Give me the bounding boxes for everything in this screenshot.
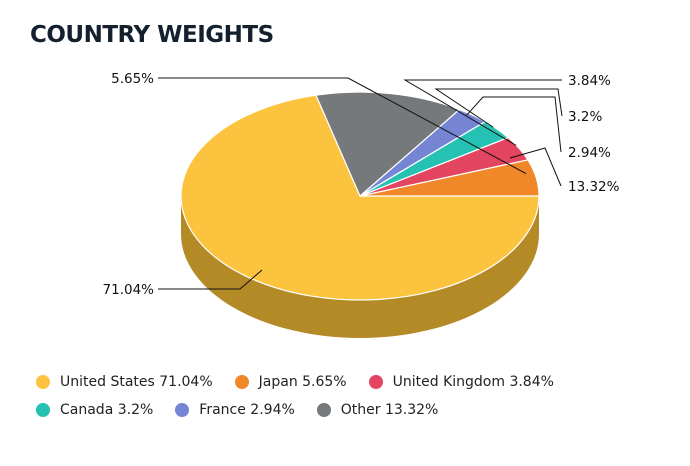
legend-marker-icon (175, 403, 190, 417)
legend-item-other[interactable]: Other 13.32% (316, 402, 439, 418)
data-label-united-kingdom: 3.84% (568, 73, 611, 89)
legend-label: France 2.94% (199, 402, 295, 418)
leader-line-japan (158, 77, 527, 175)
legend-item-canada[interactable]: Canada 3.2% (36, 402, 153, 418)
legend-item-france[interactable]: France 2.94% (175, 402, 295, 418)
legend-marker-icon (234, 375, 249, 389)
leader-line-other (509, 147, 562, 187)
legend-label: United Kingdom 3.84% (392, 374, 554, 390)
data-label-canada: 3.2% (568, 109, 602, 125)
chart-title: COUNTRY WEIGHTS (30, 22, 274, 48)
data-label-united-states: 71.04% (103, 282, 155, 298)
pie-slice-united-states (180, 94, 540, 301)
legend-item-united-states[interactable]: United States 71.04% (36, 374, 213, 390)
leader-line-united-states (158, 269, 263, 290)
leader-line-canada (434, 88, 563, 128)
pie-chart: 71.04% 5.65% 3.84% 3.2% 2.94% 13.32% (103, 71, 620, 338)
chart-legend: United States 71.04% Japan 5.65% United Ki… (36, 374, 676, 418)
data-label-france: 2.94% (568, 145, 611, 161)
legend-label: Canada 3.2% (60, 402, 154, 418)
legend-marker-icon (316, 403, 331, 417)
legend-item-united-kingdom[interactable]: United Kingdom 3.84% (368, 374, 554, 390)
legend-marker-icon (368, 375, 383, 389)
legend-label: Japan 5.65% (258, 374, 347, 390)
legend-label: Other 13.32% (340, 402, 439, 418)
legend-item-japan[interactable]: Japan 5.65% (234, 374, 347, 390)
data-label-other: 13.32% (568, 179, 620, 195)
legend-marker-icon (36, 403, 50, 417)
data-label-japan: 5.65% (111, 71, 154, 87)
legend-label: United States 71.04% (60, 374, 213, 390)
legend-marker-icon (36, 375, 50, 389)
leader-line-united-kingdom (403, 79, 562, 146)
leader-line-france (466, 96, 562, 153)
pie-side-united-states (181, 196, 539, 338)
